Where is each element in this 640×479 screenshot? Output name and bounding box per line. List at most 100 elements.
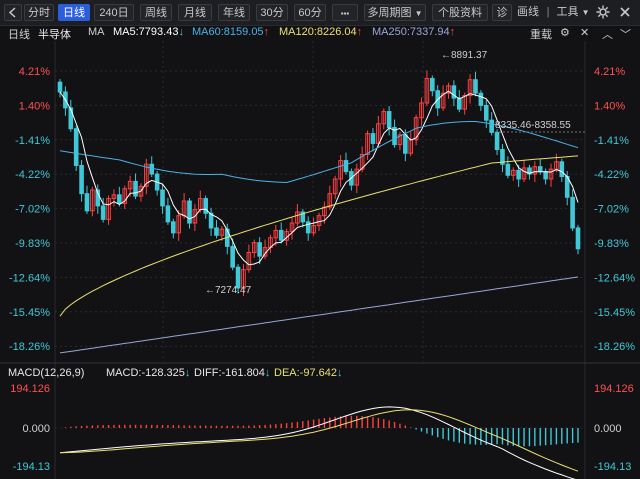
tools-dropdown[interactable]: 工具 ▼ <box>556 4 590 21</box>
candle-body <box>359 153 365 170</box>
candle-body <box>575 227 581 250</box>
tab-yearly[interactable]: 年线 <box>218 4 250 21</box>
candle-body <box>532 166 538 175</box>
macd-axis-label-right: -194.13 <box>594 461 631 473</box>
candle-body <box>165 205 171 223</box>
chevron-up-icon[interactable]: ︿ <box>602 29 613 41</box>
chevron-left-icon[interactable] <box>4 4 22 21</box>
macd-info-bar: MACD(12,26,9) MACD:-128.325↓ DIFF:-161.8… <box>0 366 640 382</box>
chevron-down-icon[interactable]: ﹀ <box>620 29 631 41</box>
candle-body <box>435 90 441 109</box>
y-tick-label-right: -1.41% <box>594 135 629 147</box>
y-tick-label-left: -7.02% <box>15 204 50 216</box>
candle-body <box>440 92 446 109</box>
candle-body <box>521 167 527 180</box>
candle-body <box>349 171 354 186</box>
candle-body <box>100 205 106 220</box>
candle-body <box>111 194 117 200</box>
candle-body <box>397 134 403 146</box>
candle-body <box>241 269 246 289</box>
tools-label: 工具 <box>556 6 579 18</box>
stock-info-button[interactable]: 个股资料 <box>432 4 488 21</box>
chevron-down-icon: ▼ <box>414 9 423 18</box>
candle-body <box>467 79 473 97</box>
y-tick-label-right: 4.21% <box>594 66 625 78</box>
candle-body <box>133 180 138 197</box>
macd-value: MACD:-128.325↓ <box>106 367 191 379</box>
candle-body <box>106 198 111 220</box>
candle-body <box>181 200 187 217</box>
candle-body <box>144 163 149 187</box>
tab-daily[interactable]: 日线 <box>58 4 90 21</box>
candle-body <box>424 77 430 104</box>
candle-body <box>95 189 101 207</box>
low-price-label: ←7274.47 <box>205 285 252 296</box>
candle-body <box>284 231 289 241</box>
multi-period-dropdown[interactable]: 多周期图 ▼ <box>364 4 426 21</box>
more-button[interactable]: ▪▪▪ <box>332 4 358 21</box>
candle-body <box>127 180 133 190</box>
candle-body <box>246 251 252 271</box>
candle-body <box>327 193 333 208</box>
tab-240day[interactable]: 240日 <box>94 4 134 21</box>
candle-body <box>122 188 128 204</box>
y-tick-label-left: -1.41% <box>15 135 50 147</box>
restore-button[interactable]: 重载 <box>530 29 552 41</box>
tab-monthly[interactable]: 月线 <box>178 4 212 21</box>
macd-axis-label-left: 0.000 <box>22 423 50 435</box>
candle-body <box>386 111 392 128</box>
candle-body <box>289 222 295 233</box>
tab-weekly[interactable]: 周线 <box>140 4 172 21</box>
candle-body <box>214 227 219 236</box>
macd-title[interactable]: MACD(12,26,9) <box>8 367 85 379</box>
candle-body <box>392 126 397 146</box>
gear-icon[interactable] <box>594 4 612 21</box>
candle-body <box>370 133 376 144</box>
candle-body <box>251 242 257 253</box>
index-name: 半导体 <box>38 29 71 41</box>
divider: | <box>546 6 550 18</box>
candle-body <box>295 211 300 224</box>
candle-body <box>149 163 155 175</box>
tab-30min[interactable]: 30分 <box>256 4 288 21</box>
candle-body <box>57 81 63 93</box>
candle-body <box>203 198 208 214</box>
ma-label[interactable]: MA <box>88 26 105 38</box>
close-icon[interactable] <box>616 4 634 21</box>
candle-body <box>548 168 554 180</box>
candle-body <box>473 79 478 94</box>
candle-body <box>430 77 435 92</box>
candle-body <box>516 169 521 180</box>
settings-small-icon[interactable]: ⚙ <box>560 27 570 39</box>
candle-body <box>403 134 408 154</box>
close-small-icon[interactable]: ✕ <box>580 27 590 39</box>
tab-intraday[interactable]: 分时 <box>24 4 54 21</box>
draw-line-button[interactable]: 画线 <box>517 6 539 18</box>
candle-body <box>138 185 144 197</box>
diagnose-button[interactable]: 诊 <box>492 4 512 21</box>
candle-body <box>505 163 511 176</box>
toolbar: 分时 日线 240日 周线 月线 年线 30分 60分 ▪▪▪ 多周期图 ▼ 个… <box>0 0 640 26</box>
ma60-value: MA60:8159.05↑ <box>192 26 270 38</box>
y-tick-label-right: -4.22% <box>594 169 629 181</box>
price-axes: 4.21% 4.21% 1.40% 1.40% -1.41% -1.41% -4.22% -4… <box>9 66 635 353</box>
macd-axis-label-left: -194.13 <box>13 461 50 473</box>
candle-body <box>365 133 370 155</box>
candle-body <box>171 221 176 234</box>
candle-body <box>278 229 284 241</box>
tab-60min[interactable]: 60分 <box>294 4 326 21</box>
candle-body <box>230 245 235 268</box>
period-label: 日线 <box>8 29 30 41</box>
candle-body <box>408 139 414 154</box>
ma120-value: MA120:8226.04↑ <box>279 26 363 38</box>
candle-body <box>413 117 419 141</box>
moving-average-lines <box>59 90 579 354</box>
candle-body <box>489 119 494 133</box>
candle-body <box>219 228 225 236</box>
candle-body <box>343 160 349 173</box>
candle-body <box>322 206 327 217</box>
candle-body <box>462 95 467 110</box>
candle-body <box>483 104 489 121</box>
y-tick-label-left: -9.83% <box>15 238 50 250</box>
